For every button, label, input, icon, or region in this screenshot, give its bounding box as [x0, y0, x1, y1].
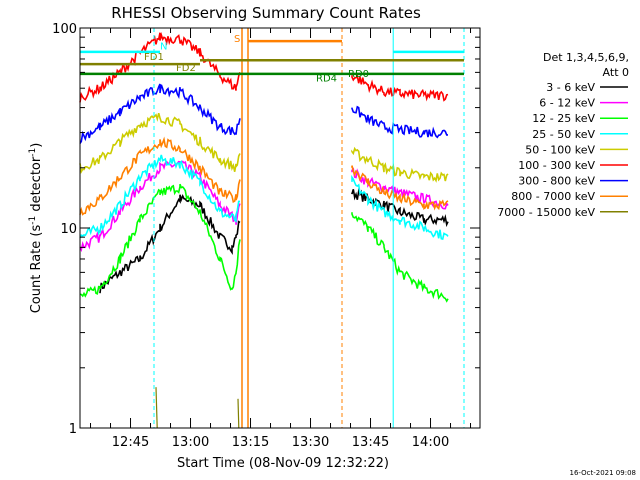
chart-title: RHESSI Observing Summary Count Rates — [111, 4, 421, 22]
series-line-4 — [79, 112, 449, 183]
legend-label: 100 - 300 keV — [518, 159, 595, 172]
x-tick-label: 13:30 — [292, 435, 329, 450]
series-line-5 — [79, 31, 449, 103]
annotation-rd4: RD4 — [316, 74, 337, 85]
series-line-0 — [99, 188, 449, 294]
legend-label: 50 - 100 keV — [525, 143, 595, 156]
series-line-3 — [79, 154, 449, 240]
x-tick-label: 12:45 — [112, 435, 149, 450]
y-tick-label: 10 — [60, 222, 77, 237]
legend-label: 12 - 25 keV — [532, 112, 595, 125]
annotation-fd1: FD1 — [144, 52, 164, 63]
x-tick-label: 13:45 — [352, 435, 389, 450]
y-axis-label: Count Rate (s-1 detector-1) — [28, 143, 44, 314]
y-tick-label: 100 — [52, 22, 77, 37]
legend-label: 3 - 6 keV — [546, 81, 595, 94]
legend-label: 7000 - 15000 keV — [497, 206, 595, 219]
series-line-7 — [79, 136, 449, 216]
legend: Det 1,3,4,5,6,9, Att 0 3 - 6 keV 6 - 12 k… — [497, 51, 629, 219]
timestamp: 16-Oct-2021 09:08 — [570, 469, 636, 477]
y-tick-label: 1 — [69, 422, 77, 437]
series-line-8 — [155, 387, 240, 429]
y-axis-label-end: ) — [29, 143, 44, 148]
y-axis-label-sup2: -1 — [28, 148, 38, 157]
legend-header-line2: Att 0 — [603, 66, 629, 79]
plot-frame — [79, 27, 481, 429]
y-axis-label-sup: -1 — [28, 216, 38, 225]
x-tick-label: 13:15 — [232, 435, 269, 450]
legend-header-line1: Det 1,3,4,5,6,9, — [543, 51, 629, 64]
y-axis-label-rest: detector — [29, 156, 44, 216]
x-axis-label: Start Time (08-Nov-09 12:32:22) — [177, 456, 389, 471]
legend-label: 800 - 7000 keV — [511, 190, 595, 203]
legend-label: 6 - 12 keV — [539, 97, 595, 110]
legend-label: 25 - 50 keV — [532, 128, 595, 141]
legend-label: 300 - 800 keV — [518, 175, 595, 188]
x-tick-label: 14:00 — [412, 435, 449, 450]
annotation-n: N — [160, 42, 167, 53]
annotation-fd2: FD2 — [176, 63, 196, 74]
annotation-rd0: RD0 — [348, 69, 369, 80]
x-tick-label: 13:00 — [172, 435, 209, 450]
annotation-s: S — [234, 34, 240, 45]
y-axis-label-main: Count Rate (s — [29, 225, 44, 314]
series-line-6 — [79, 83, 448, 144]
series-line-2 — [79, 183, 449, 303]
